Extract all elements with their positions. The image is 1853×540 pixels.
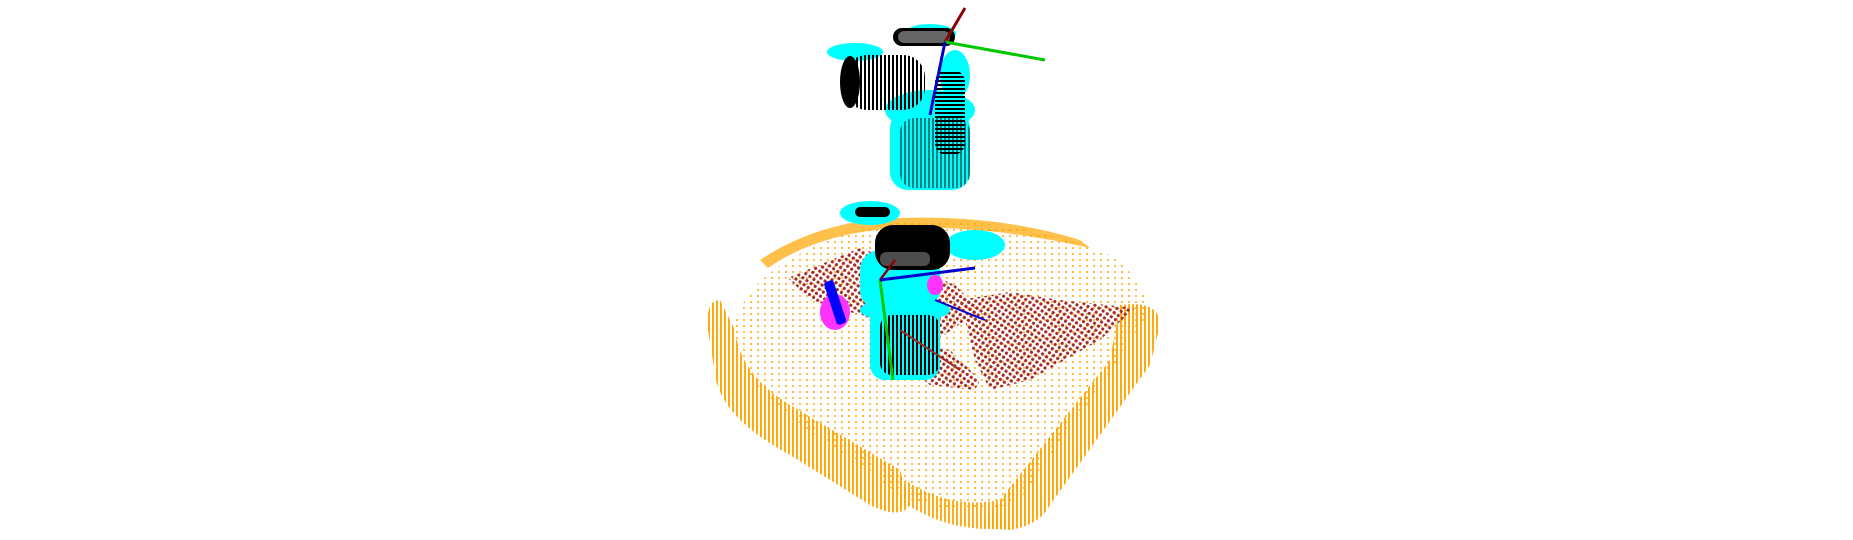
axis-y-line	[944, 40, 1046, 62]
axis-x-line-3	[899, 329, 961, 371]
axis-x-line	[943, 7, 967, 43]
upper-gripper-object	[827, 7, 1046, 190]
axis-y-line-2	[878, 279, 895, 381]
lower-gripper-object	[820, 201, 1005, 381]
axis-z-line-2	[879, 266, 976, 282]
axis-z-line-3	[934, 299, 986, 321]
axis-x-line-2	[879, 259, 896, 281]
axis-z-line	[928, 41, 947, 116]
